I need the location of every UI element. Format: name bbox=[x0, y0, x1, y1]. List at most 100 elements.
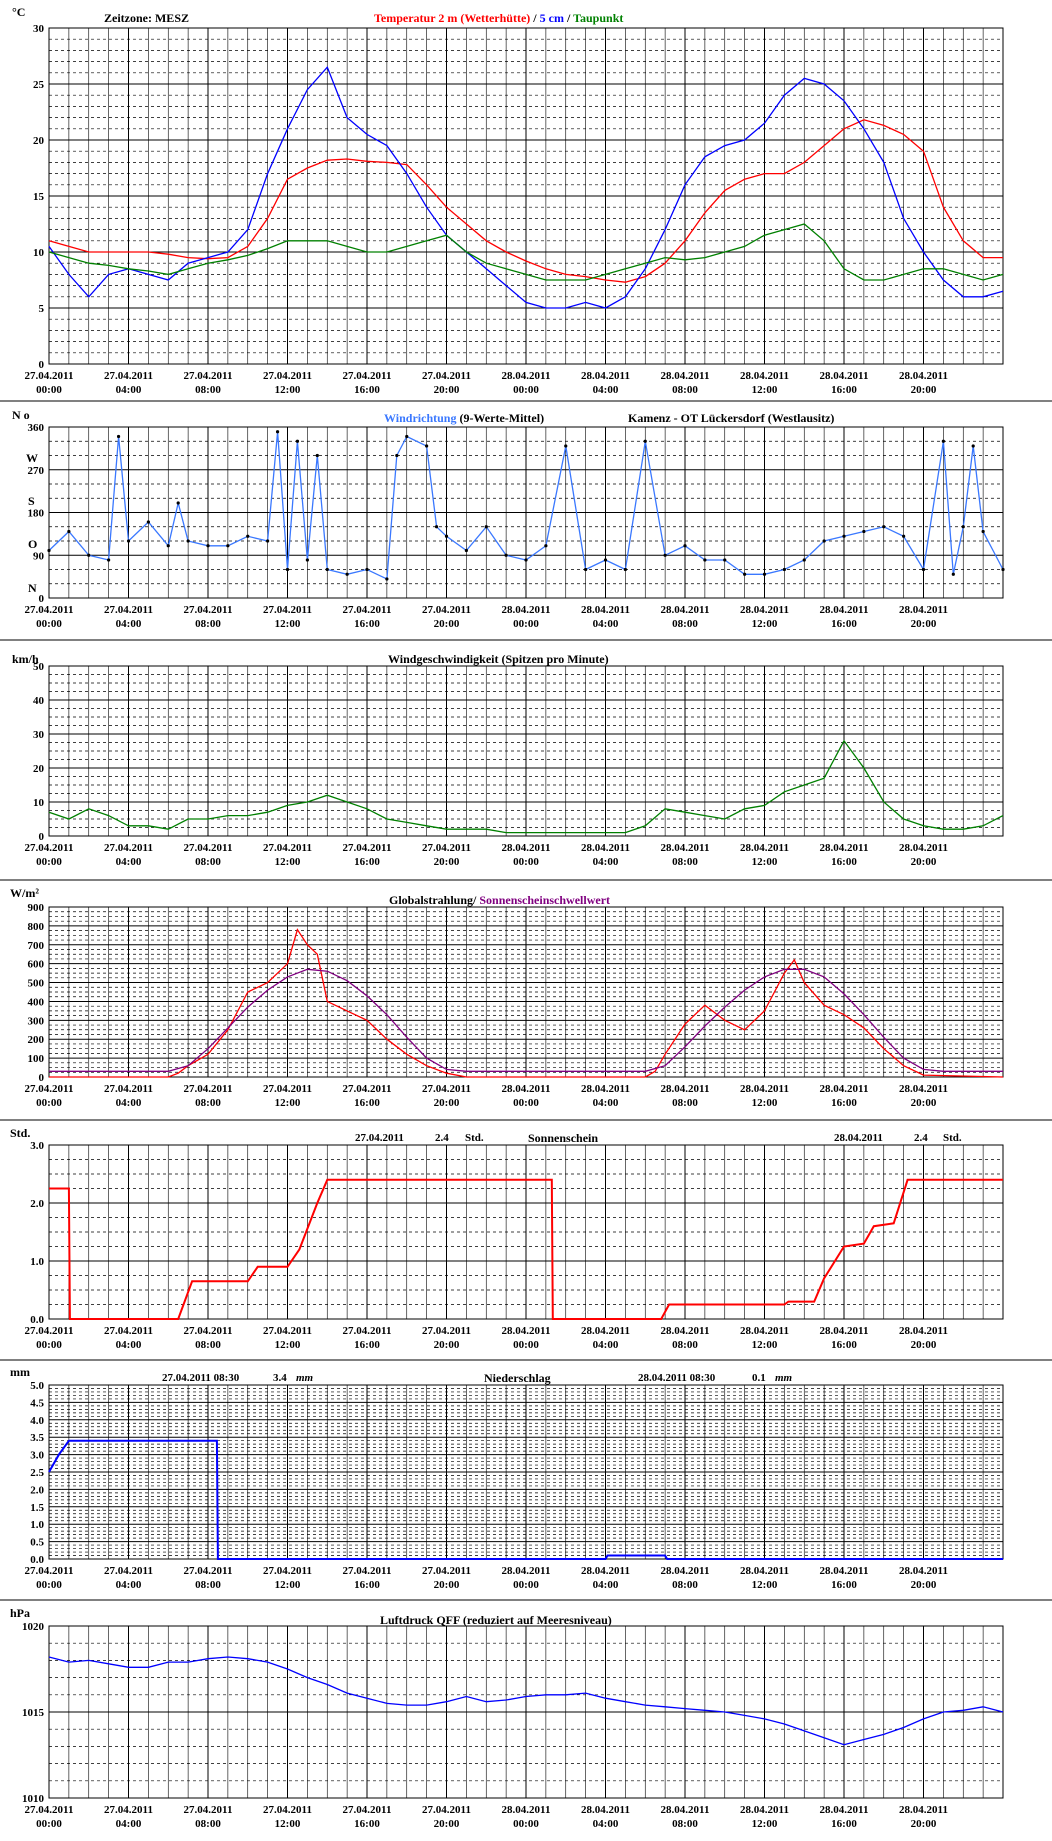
temperature-x-tick-date: 27.04.2011 bbox=[184, 370, 233, 382]
wind-speed-x-tick-time: 20:00 bbox=[434, 856, 460, 868]
pressure-x-tick-date: 27.04.2011 bbox=[184, 1804, 233, 1816]
sunshine-x-tick-time: 04:00 bbox=[116, 1339, 142, 1351]
pressure-x-tick-time: 00:00 bbox=[36, 1818, 62, 1830]
precipitation-x-tick-date: 27.04.2011 bbox=[104, 1565, 153, 1577]
wind-direction-data-point bbox=[882, 525, 886, 529]
temperature-y-tick-label: 10 bbox=[33, 247, 45, 259]
wind-direction-data-point bbox=[961, 525, 965, 529]
wind-speed-x-tick-time: 16:00 bbox=[354, 856, 380, 868]
precipitation-x-tick-date: 28.04.2011 bbox=[581, 1565, 630, 1577]
wind-speed-x-tick-date: 27.04.2011 bbox=[343, 842, 392, 854]
temperature-y-ticks: 0 5 10 15 20 25 30 bbox=[33, 23, 45, 371]
wind-direction-x-tick-date: 27.04.2011 bbox=[104, 604, 153, 616]
title-temp-5cm: 5 cm bbox=[540, 11, 564, 25]
precipitation-x-tick-date: 28.04.2011 bbox=[502, 1565, 551, 1577]
sunshine-series bbox=[49, 1178, 1003, 1320]
temperature-x-tick-time: 12:00 bbox=[752, 384, 778, 396]
wind-direction-data-point bbox=[1001, 567, 1005, 572]
radiation-x-tick-time: 04:00 bbox=[593, 1097, 619, 1109]
radiation-y-tick-label: 300 bbox=[28, 1015, 45, 1027]
wind-direction-data-point bbox=[623, 567, 627, 572]
wind-direction-data-point bbox=[484, 525, 488, 529]
wind-direction-y-tick-label: 360 bbox=[28, 422, 45, 434]
radiation-x-tick-time: 16:00 bbox=[831, 1097, 857, 1109]
wind-speed-x-tick-date: 27.04.2011 bbox=[422, 842, 471, 854]
pressure-x-tick-time: 04:00 bbox=[593, 1818, 619, 1830]
wind-direction-data-point bbox=[67, 529, 71, 534]
radiation-y-tick-label: 0 bbox=[39, 1072, 45, 1084]
sunshine-day2-unit: Std. bbox=[943, 1132, 962, 1144]
temperature-x-tick-time: 08:00 bbox=[672, 384, 698, 396]
precipitation-x-tick-time: 08:00 bbox=[672, 1579, 698, 1591]
precipitation-grid bbox=[48, 1384, 1004, 1560]
radiation-series bbox=[49, 928, 1004, 1078]
wind-direction-data-point bbox=[822, 539, 826, 543]
radiation-y-tick-label: 800 bbox=[28, 921, 45, 933]
wind-direction-x-tick-time: 08:00 bbox=[195, 618, 221, 630]
wind-speed-title: Windgeschwindigkeit (Spitzen pro Minute) bbox=[388, 652, 609, 666]
wind-speed-y-tick-label: 30 bbox=[33, 729, 45, 741]
wind-speed-x-tick-time: 16:00 bbox=[831, 856, 857, 868]
sunshine-x-tick-date: 28.04.2011 bbox=[581, 1325, 630, 1337]
sunshine-day2-value: 2.4 bbox=[914, 1132, 928, 1144]
precipitation-y-tick-label: 3.0 bbox=[30, 1450, 44, 1462]
wind-direction-x-tick-time: 16:00 bbox=[831, 618, 857, 630]
precipitation-x-tick-date: 28.04.2011 bbox=[820, 1565, 869, 1577]
pressure-y-ticks: 1010 1015 1020 bbox=[22, 1621, 45, 1805]
wind-direction-data-point bbox=[444, 534, 449, 538]
sunshine-day1-value: 2.4 bbox=[435, 1132, 449, 1144]
pressure-y-tick-label: 1020 bbox=[22, 1621, 45, 1633]
wind-speed-series-0-line bbox=[48, 739, 1004, 834]
wind-speed-y-tick-label: 0 bbox=[39, 831, 45, 843]
radiation-y-tick-label: 500 bbox=[28, 978, 45, 990]
wind-direction-x-tick-time: 04:00 bbox=[116, 618, 142, 630]
sunshine-x-tick-date: 27.04.2011 bbox=[422, 1325, 471, 1337]
sunshine-x-tick-date: 28.04.2011 bbox=[899, 1325, 948, 1337]
title-temp-2m: Temperatur 2 m (Wetterhütte) bbox=[374, 11, 530, 25]
wind-direction-series-0-line bbox=[48, 431, 1004, 580]
pressure-x-tick-time: 08:00 bbox=[195, 1818, 221, 1830]
wind-direction-x-tick-date: 28.04.2011 bbox=[899, 604, 948, 616]
temperature-x-tick-date: 27.04.2011 bbox=[25, 370, 74, 382]
wind-direction-x-tick-date: 27.04.2011 bbox=[263, 604, 312, 616]
radiation-x-tick-date: 28.04.2011 bbox=[581, 1083, 630, 1095]
radiation-x-tick-date: 27.04.2011 bbox=[263, 1083, 312, 1095]
wind-direction-title-black: (9-Werte-Mittel) bbox=[456, 411, 544, 425]
wind-direction-data-point bbox=[166, 544, 170, 548]
temperature-x-tick-time: 20:00 bbox=[434, 384, 460, 396]
wind-direction-data-point bbox=[146, 520, 150, 524]
radiation-x-tick-date: 27.04.2011 bbox=[184, 1083, 233, 1095]
temperature-x-tick-time: 16:00 bbox=[831, 384, 857, 396]
sunshine-x-tick-time: 16:00 bbox=[831, 1339, 857, 1351]
wind-speed-x-tick-time: 04:00 bbox=[593, 856, 619, 868]
sunshine-x-tick-date: 27.04.2011 bbox=[25, 1325, 74, 1337]
pressure-x-tick-date: 27.04.2011 bbox=[104, 1804, 153, 1816]
wind-direction-y-ticks: 0 90 180 270 360 bbox=[28, 422, 45, 605]
wind-speed-x-tick-date: 28.04.2011 bbox=[502, 842, 551, 854]
precipitation-y-tick-label: 3.5 bbox=[30, 1432, 44, 1444]
pressure-x-tick-time: 20:00 bbox=[434, 1818, 460, 1830]
wind-direction-data-point bbox=[802, 558, 806, 562]
temperature-x-tick-time: 00:00 bbox=[513, 384, 539, 396]
wind-direction-data-point bbox=[126, 539, 131, 543]
wind-direction-data-point bbox=[246, 534, 250, 538]
wind-direction-data-point bbox=[226, 544, 230, 548]
wind-direction-x-tick-date: 28.04.2011 bbox=[740, 604, 789, 616]
wind-direction-data-point bbox=[365, 567, 369, 572]
sunshine-x-tick-date: 27.04.2011 bbox=[263, 1325, 312, 1337]
sunshine-x-tick-time: 12:00 bbox=[275, 1339, 301, 1351]
sunshine-y-tick-label: 3.0 bbox=[30, 1140, 44, 1152]
temperature-x-tick-date: 27.04.2011 bbox=[343, 370, 392, 382]
wind-speed-x-tick-time: 08:00 bbox=[195, 856, 221, 868]
temperature-x-tick-date: 27.04.2011 bbox=[422, 370, 471, 382]
dir-letter-o: O bbox=[28, 537, 37, 551]
pressure-x-tick-time: 16:00 bbox=[831, 1818, 857, 1830]
radiation-x-tick-time: 12:00 bbox=[752, 1097, 778, 1109]
temperature-x-tick-date: 28.04.2011 bbox=[502, 370, 551, 382]
precipitation-x-tick-date: 27.04.2011 bbox=[25, 1565, 74, 1577]
wind-direction-data-point bbox=[643, 439, 647, 443]
pressure-title: Luftdruck QFF (reduziert auf Meeresnivea… bbox=[380, 1613, 612, 1627]
radiation-x-tick-date: 28.04.2011 bbox=[820, 1083, 869, 1095]
